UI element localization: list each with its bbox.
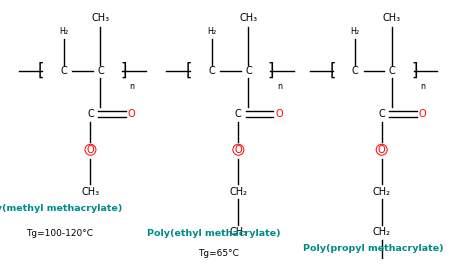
Text: Tg=100-120°C: Tg=100-120°C [26, 229, 93, 238]
Text: Tg=65°C: Tg=65°C [198, 249, 239, 258]
Text: C: C [245, 66, 252, 76]
Text: C: C [388, 66, 395, 76]
Text: C: C [97, 66, 104, 76]
Text: CH₃: CH₃ [383, 13, 401, 23]
Text: O: O [235, 145, 242, 155]
Text: O: O [275, 109, 283, 119]
Text: ]: ] [411, 62, 418, 80]
Text: O: O [378, 145, 385, 155]
Text: Poly(methyl methacrylate): Poly(methyl methacrylate) [0, 204, 122, 213]
Text: C: C [352, 66, 359, 76]
Text: n: n [420, 82, 425, 91]
Text: C: C [87, 109, 94, 119]
Text: Poly(propyl methacrylate): Poly(propyl methacrylate) [303, 244, 444, 253]
Text: ]: ] [268, 62, 274, 80]
Text: C: C [61, 66, 67, 76]
Text: ]: ] [120, 62, 127, 80]
Text: CH₂: CH₂ [229, 187, 247, 197]
Text: H₂: H₂ [351, 27, 360, 36]
Text: CH₃: CH₃ [229, 227, 247, 237]
Text: [: [ [329, 62, 336, 80]
Text: [: [ [186, 62, 192, 80]
Text: CH₃: CH₃ [239, 13, 257, 23]
Text: CH₂: CH₂ [373, 227, 391, 237]
Text: O: O [87, 145, 94, 155]
Text: CH₂: CH₂ [373, 187, 391, 197]
Text: CH₃: CH₃ [82, 187, 100, 197]
Text: H₂: H₂ [60, 27, 69, 36]
Text: n: n [277, 82, 282, 91]
Text: C: C [209, 66, 215, 76]
Text: C: C [378, 109, 385, 119]
Text: O: O [128, 109, 135, 119]
Text: O: O [419, 109, 427, 119]
Text: H₂: H₂ [208, 27, 217, 36]
Text: C: C [235, 109, 242, 119]
Text: n: n [129, 82, 134, 91]
Text: CH₃: CH₃ [91, 13, 109, 23]
Text: [: [ [38, 62, 45, 80]
Text: Poly(ethyl methacrylate): Poly(ethyl methacrylate) [147, 229, 281, 238]
